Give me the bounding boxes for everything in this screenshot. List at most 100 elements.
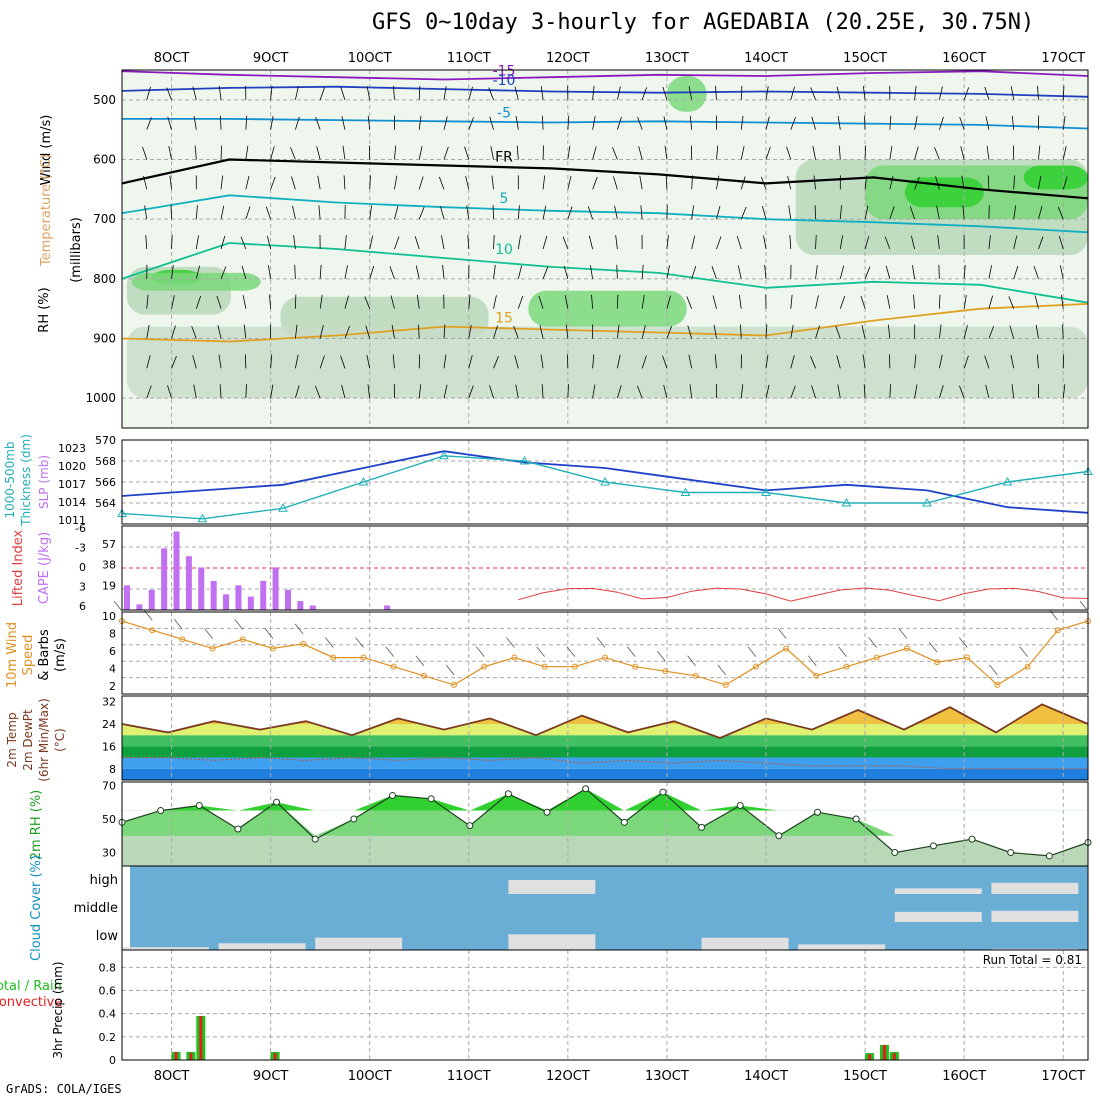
wind-barb [366,354,371,369]
thickness-point [922,497,932,507]
wind-barb [542,235,548,250]
wind-barb [641,325,646,339]
wind-barb [1011,115,1015,130]
wind-barb [245,115,248,130]
wind-barb [740,324,742,339]
wind-barb [836,355,841,369]
wind-barb [1013,235,1018,250]
wind-barb [763,235,767,250]
wind-barb [171,264,174,279]
rh-point [543,808,551,816]
wind-barb [193,384,197,399]
x-tick-label-bottom: 13OCT [645,1069,689,1084]
wind-barb [294,86,299,100]
temp-band [122,724,1088,736]
wind-barb [963,294,967,309]
wind-barb [591,294,594,309]
wind-barb [716,236,722,250]
slp-ylabel-right: SLP (mb) [37,455,51,509]
wind-barb [315,385,321,399]
wind-barb [934,147,940,160]
wind-barb [343,175,346,190]
cape-bar [210,580,217,610]
surface-wind-barb [1079,600,1089,612]
wind-barb [962,205,965,220]
wind-barb [443,86,447,100]
wind-barb [789,235,792,250]
wind-barb [439,206,445,220]
precip-run-total: Run Total = 0.81 [983,953,1082,967]
precip-y-tick: 0 [109,1054,116,1067]
wind-barb [365,325,371,339]
isotherm-line [121,85,1089,98]
rh-shade-area [126,326,1088,399]
wind-speed-point [964,654,971,661]
wind-barb [267,265,272,279]
surface-wind-barb [445,664,455,676]
wind-barb [711,266,717,279]
wind-barb [270,146,275,160]
precip-y-tick: 0.8 [99,961,117,974]
cloud-low-bar [315,937,403,950]
x-tick-label-bottom: 14OCT [744,1069,788,1084]
wind-barb [493,295,497,309]
wind-barb [490,145,494,160]
wind-barb [889,206,895,220]
cape-bar [235,585,242,610]
cape-bar [123,585,130,610]
slp-right-tick: 1014 [58,496,86,509]
wind-barb [689,115,693,130]
upper-y-tick: 1000 [85,391,116,405]
wind-barb [171,325,176,339]
wind-barb [344,235,347,250]
wind-barb [815,295,819,309]
upper-y-tick: 900 [93,332,116,346]
slp-left-tick: 564 [95,497,116,510]
wind-barb [344,325,350,339]
wind-barb [590,265,594,279]
wind-speed-point [813,672,820,679]
wind-barb [243,324,247,339]
wind-speed-point [994,681,1001,688]
wind-barb [864,175,868,190]
wind-barb [889,115,892,130]
wind-barb [567,384,569,399]
wind-barb [516,145,519,160]
wind-barb [811,116,816,130]
surface-wind-barb [808,655,817,667]
wind-barb [418,324,420,339]
wind-barb [909,206,915,220]
wind-barb [687,325,693,339]
wind-barb [740,206,747,220]
wind-barb [864,145,867,160]
cloud-y-tick: low [96,929,119,944]
wind-barb [194,145,197,160]
wind-barb [790,324,794,339]
cloud-low-bar [122,947,209,950]
wind-barb [592,354,595,369]
wind-barb [143,175,148,190]
wind-barb [192,86,197,100]
wind-barb [641,264,644,279]
wind-barb [889,175,894,190]
isotherm-label: -5 [497,105,511,121]
wind-ylabel: & Barbs [37,629,52,681]
rh-fill-high [122,788,1088,811]
upper-ylabel-wind: Wind (m/s) [39,115,54,186]
wind-barb [218,354,222,369]
precip-convective-bar [199,1016,203,1060]
upper-ylabel-mb: (millibars) [69,217,84,283]
wind-barb [468,385,474,399]
wind-barb [315,117,321,130]
temp-ylabel: (°C) [53,728,67,752]
cloud-high-bar [508,880,596,894]
x-tick-label-top: 12OCT [546,51,590,66]
surface-wind-barb [898,628,908,639]
x-tick-label-top: 10OCT [348,51,392,66]
rh-point [659,788,667,796]
wind-barb [716,205,721,220]
wind-barb [637,117,643,130]
wind-barb [167,385,172,399]
surface-wind-barb [536,646,545,657]
wind-barb [265,206,271,220]
